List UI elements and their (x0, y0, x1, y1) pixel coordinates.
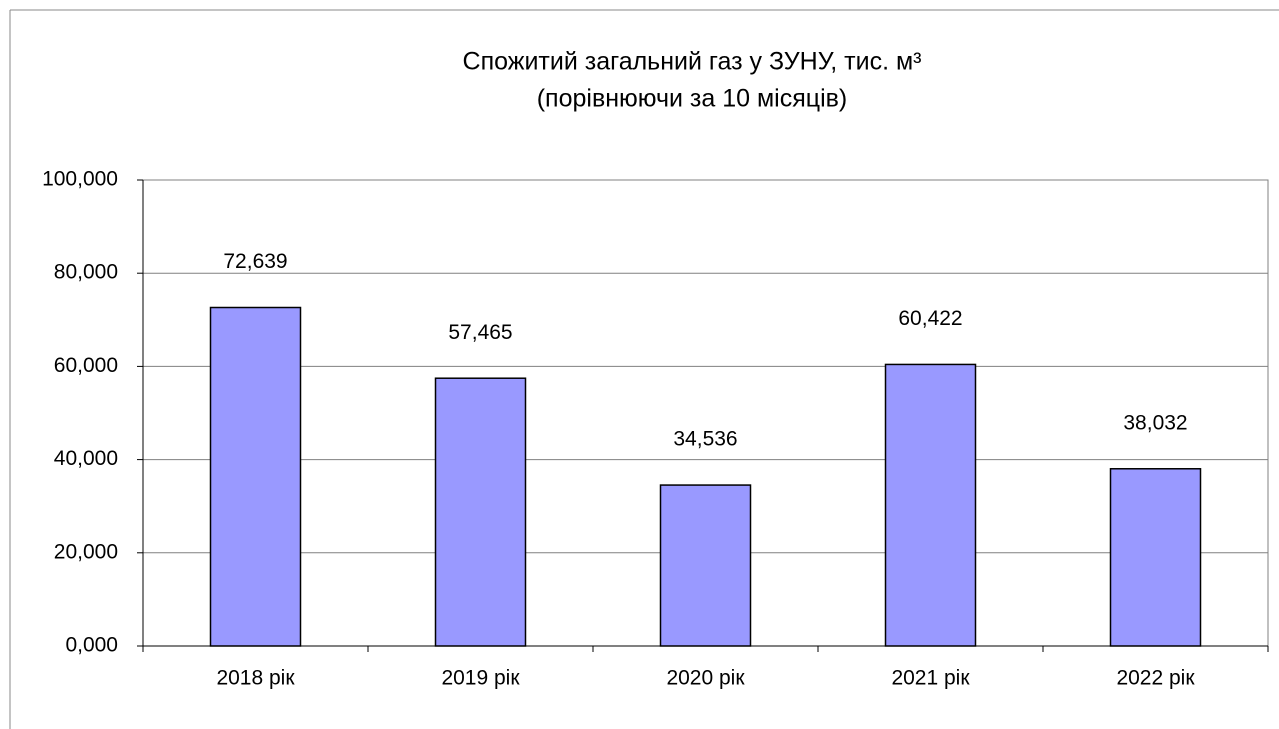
chart-subtitle: (порівнюючи за 10 місяців) (537, 85, 848, 113)
x-tick-label: 2020 рік (666, 667, 745, 690)
x-tick-label: 2021 рік (891, 667, 970, 690)
x-tick-label: 2018 рік (216, 667, 295, 690)
x-tick-label: 2019 рік (441, 667, 520, 690)
x-tick-label: 2022 рік (1116, 667, 1195, 690)
data-label: 34,536 (673, 428, 737, 451)
y-tick-label: 100,000 (42, 168, 118, 191)
bar (659, 484, 752, 647)
data-label: 60,422 (898, 307, 962, 330)
bar (1109, 468, 1202, 647)
y-tick-label: 20,000 (54, 540, 118, 563)
y-tick-label: 80,000 (54, 261, 118, 284)
data-label: 72,639 (223, 250, 287, 273)
y-tick-label: 40,000 (54, 447, 118, 470)
data-label: 38,032 (1123, 411, 1187, 434)
bar (209, 306, 302, 647)
y-tick-label: 0,000 (65, 634, 118, 657)
bar (884, 363, 977, 647)
data-label: 57,465 (448, 321, 512, 344)
chart-title: Спожитий загальний газ у ЗУНУ, тис. м³ (463, 48, 922, 76)
bar (434, 377, 527, 647)
y-tick-label: 60,000 (54, 354, 118, 377)
